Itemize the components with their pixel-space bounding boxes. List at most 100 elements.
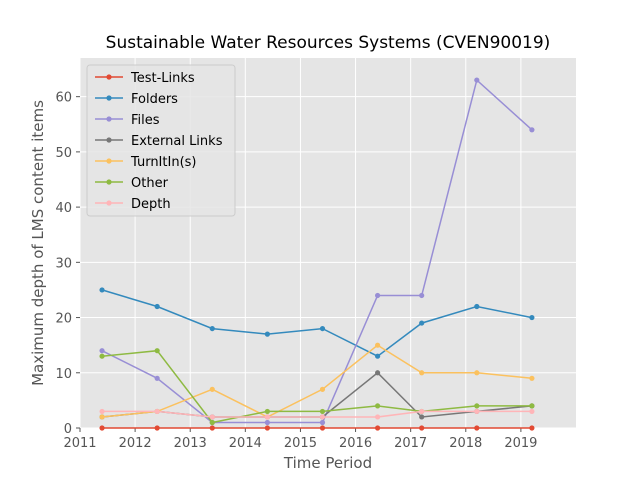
data-point-folders xyxy=(154,303,160,310)
data-point-test-links xyxy=(209,425,215,431)
data-point-folders xyxy=(319,325,326,332)
data-point-folders xyxy=(209,325,215,332)
data-point-depth xyxy=(154,408,160,415)
data-point-depth xyxy=(264,414,270,420)
data-point-other xyxy=(529,403,535,409)
data-point-test-links xyxy=(419,425,425,431)
series-layer xyxy=(99,77,535,431)
chart-title: Sustainable Water Resources Systems (CVE… xyxy=(106,33,551,53)
x-tick-label: 2012 xyxy=(119,436,152,451)
data-point-other xyxy=(264,408,270,415)
legend-item: Other xyxy=(95,176,169,191)
data-point-depth xyxy=(474,408,480,415)
x-tick-label: 2019 xyxy=(504,436,537,451)
data-point-test-links xyxy=(154,425,160,431)
data-point-depth xyxy=(319,414,326,420)
data-point-depth xyxy=(375,414,381,420)
legend-item: Test-Links xyxy=(95,71,195,86)
x-tick-label: 2014 xyxy=(229,436,262,451)
legend-item: Folders xyxy=(95,92,178,107)
legend-label: Test-Links xyxy=(130,71,195,86)
data-point-files xyxy=(419,292,425,299)
legend-item: Files xyxy=(95,113,160,128)
data-point-folders xyxy=(99,287,105,293)
legend-marker xyxy=(106,158,112,164)
data-point-files xyxy=(375,292,381,299)
x-tick-label: 2011 xyxy=(63,436,96,451)
legend-marker xyxy=(106,116,112,122)
data-point-test-links xyxy=(319,425,326,431)
data-point-files xyxy=(99,348,105,354)
data-point-test-links xyxy=(99,425,105,431)
legend-box xyxy=(86,64,236,217)
y-tick-label: 10 xyxy=(55,367,72,382)
data-point-other xyxy=(319,408,326,415)
data-point-turnitin-s xyxy=(375,342,381,348)
axis-ticks: 2011 2012 2013 2014 2015 2016 2017 2018 2019 0 10 2… xyxy=(55,91,537,451)
legend: Test-Links Folders Files External Links Turn… xyxy=(86,64,236,217)
legend-marker xyxy=(106,137,112,143)
x-tick-label: 2015 xyxy=(284,436,317,451)
data-point-depth xyxy=(99,408,105,415)
data-point-other xyxy=(474,403,480,409)
data-point-turnitin-s xyxy=(529,375,535,381)
data-point-turnitin-s xyxy=(319,386,326,392)
legend-label: Depth xyxy=(131,197,171,212)
data-point-folders xyxy=(529,314,535,321)
data-point-turnitin-s xyxy=(209,386,215,392)
data-point-files xyxy=(474,77,480,83)
y-tick-label: 50 xyxy=(55,146,72,161)
data-point-files xyxy=(529,127,535,133)
series-folders xyxy=(99,287,535,359)
y-axis-label: Maximum depth of LMS content items xyxy=(29,100,47,386)
data-point-folders xyxy=(264,331,270,337)
data-point-external-links xyxy=(419,414,425,420)
data-point-test-links xyxy=(375,425,381,431)
data-point-files xyxy=(319,419,326,426)
legend-label: Files xyxy=(131,113,160,128)
series-depth xyxy=(99,408,535,420)
data-point-depth xyxy=(529,408,535,415)
data-point-files xyxy=(154,375,160,381)
data-point-turnitin-s xyxy=(99,414,105,420)
legend-label: TurnItIn(s) xyxy=(130,155,196,170)
data-point-other xyxy=(209,419,215,426)
legend-marker xyxy=(106,200,112,206)
x-tick-label: 2018 xyxy=(449,436,482,451)
data-point-external-links xyxy=(375,370,381,376)
data-point-turnitin-s xyxy=(419,370,425,376)
x-tick-label: 2013 xyxy=(174,436,207,451)
data-point-folders xyxy=(474,303,480,310)
data-point-folders xyxy=(375,353,381,359)
legend-marker xyxy=(106,74,112,80)
legend-item: Depth xyxy=(95,197,171,212)
legend-label: External Links xyxy=(131,134,223,149)
data-point-files xyxy=(264,419,270,426)
x-axis-label: Time Period xyxy=(283,454,372,472)
data-point-other xyxy=(375,403,381,409)
y-tick-label: 30 xyxy=(55,256,72,271)
series-test-links xyxy=(99,425,535,431)
data-point-other xyxy=(99,353,105,359)
x-tick-label: 2016 xyxy=(339,436,372,451)
data-point-test-links xyxy=(529,425,535,431)
y-tick-label: 60 xyxy=(55,91,72,106)
y-tick-label: 20 xyxy=(55,312,72,327)
data-point-test-links xyxy=(264,425,270,431)
legend-label: Other xyxy=(131,176,169,191)
legend-label: Folders xyxy=(131,92,178,107)
legend-item: TurnItIn(s) xyxy=(95,155,196,170)
x-tick-label: 2017 xyxy=(394,436,427,451)
legend-marker xyxy=(106,95,112,101)
y-tick-label: 0 xyxy=(64,422,72,437)
data-point-depth xyxy=(419,408,425,415)
data-point-depth xyxy=(209,414,215,420)
legend-marker xyxy=(106,179,112,185)
data-point-other xyxy=(154,348,160,354)
data-point-test-links xyxy=(474,425,480,431)
data-point-folders xyxy=(419,320,425,326)
data-point-turnitin-s xyxy=(474,370,480,376)
legend-item: External Links xyxy=(95,134,223,149)
y-tick-label: 40 xyxy=(55,201,72,216)
